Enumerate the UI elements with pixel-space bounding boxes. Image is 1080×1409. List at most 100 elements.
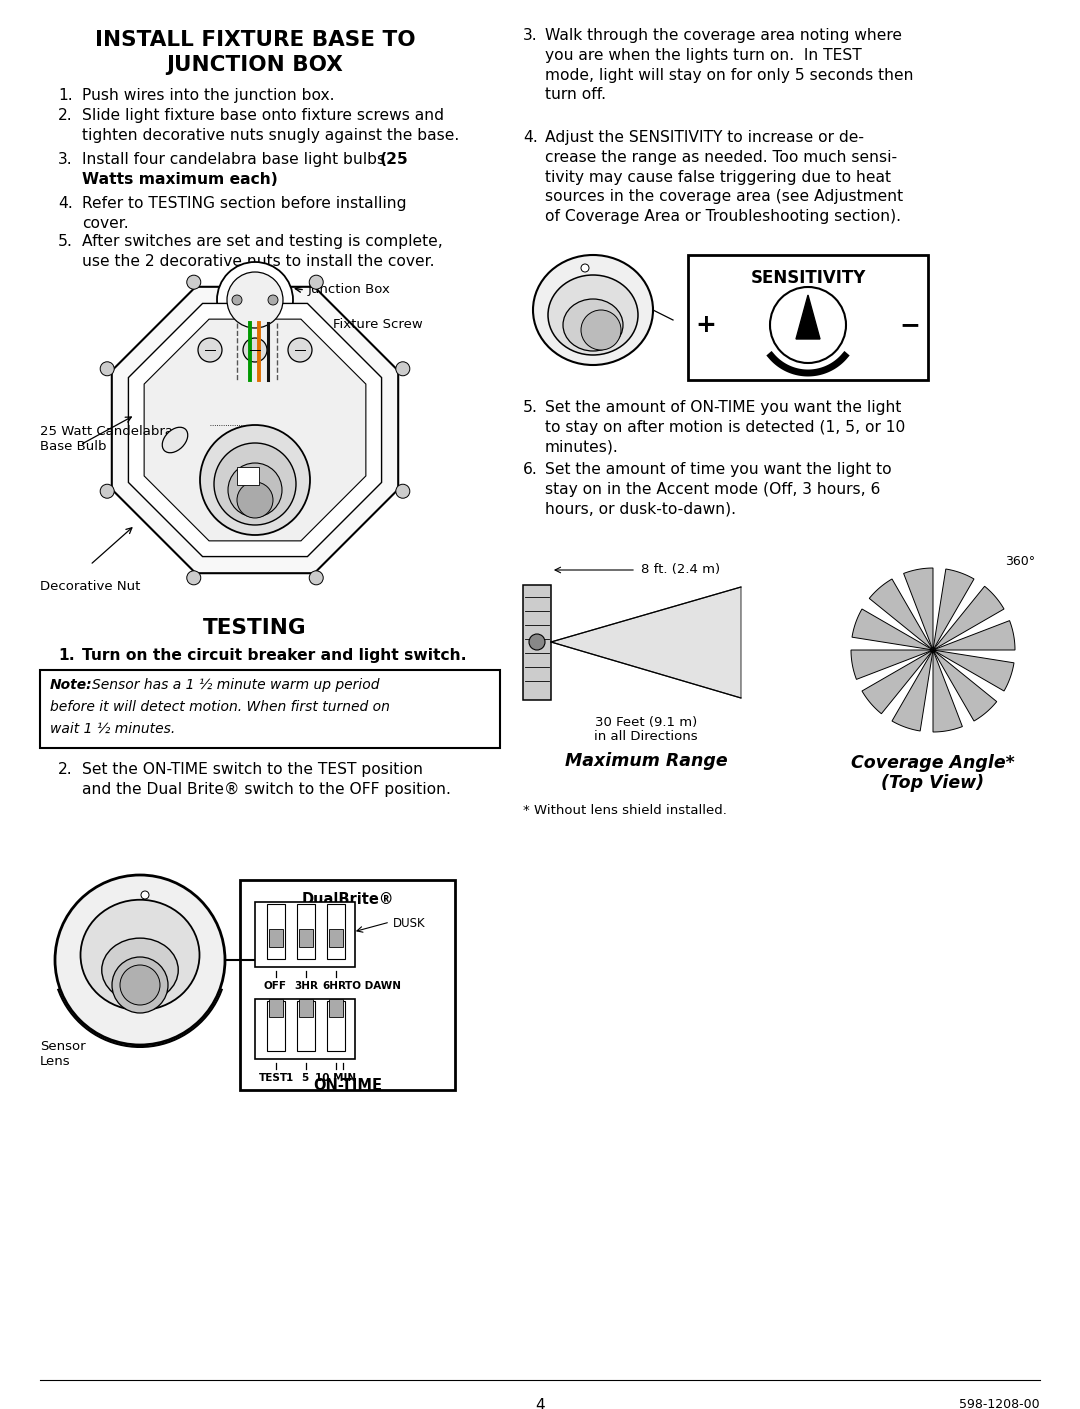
Text: in all Directions: in all Directions xyxy=(594,730,698,743)
Circle shape xyxy=(396,485,409,499)
Polygon shape xyxy=(144,318,366,541)
Bar xyxy=(688,255,928,380)
Bar xyxy=(237,466,259,485)
Text: 2.: 2. xyxy=(58,108,72,123)
Text: TO DAWN: TO DAWN xyxy=(345,981,401,991)
Text: INSTALL FIXTURE BASE TO: INSTALL FIXTURE BASE TO xyxy=(95,30,416,49)
Polygon shape xyxy=(904,568,933,650)
Polygon shape xyxy=(933,650,1014,690)
Circle shape xyxy=(100,362,114,376)
Text: +: + xyxy=(696,313,716,337)
Text: 3.: 3. xyxy=(523,28,538,44)
Text: Slide light fixture base onto fixture screws and
tighten decorative nuts snugly : Slide light fixture base onto fixture sc… xyxy=(82,108,459,142)
Polygon shape xyxy=(933,620,1015,650)
Text: −: − xyxy=(900,313,920,337)
Bar xyxy=(299,929,313,947)
Bar xyxy=(240,881,455,1091)
Text: 6HR: 6HR xyxy=(322,981,346,991)
Circle shape xyxy=(237,482,273,519)
Circle shape xyxy=(120,965,160,1005)
Text: 2.: 2. xyxy=(58,762,72,776)
Polygon shape xyxy=(933,569,974,650)
Text: Sensor has a 1 ½ minute warm up period: Sensor has a 1 ½ minute warm up period xyxy=(92,678,379,692)
Text: DualBrite®: DualBrite® xyxy=(301,892,394,907)
Circle shape xyxy=(217,262,293,338)
Text: Refer to TESTING section before installing
cover.: Refer to TESTING section before installi… xyxy=(82,196,406,231)
Circle shape xyxy=(529,634,545,650)
Polygon shape xyxy=(852,609,933,650)
Text: (Top View): (Top View) xyxy=(881,774,985,792)
Text: .: . xyxy=(239,172,244,187)
Polygon shape xyxy=(933,650,962,733)
Text: Push wires into the junction box.: Push wires into the junction box. xyxy=(82,87,335,103)
Bar xyxy=(329,999,343,1017)
Circle shape xyxy=(112,957,168,1013)
Polygon shape xyxy=(933,650,997,721)
Ellipse shape xyxy=(102,938,178,1002)
Text: * Without lens shield installed.: * Without lens shield installed. xyxy=(523,805,727,817)
Polygon shape xyxy=(862,650,933,714)
Circle shape xyxy=(243,338,267,362)
Text: (25: (25 xyxy=(380,152,408,168)
Bar xyxy=(255,902,355,967)
Circle shape xyxy=(141,890,149,899)
Circle shape xyxy=(187,275,201,289)
Text: 360°: 360° xyxy=(1005,555,1035,568)
Text: 3.: 3. xyxy=(58,152,72,168)
Bar xyxy=(255,999,355,1060)
Circle shape xyxy=(200,426,310,535)
Text: Sensor: Sensor xyxy=(40,1040,85,1053)
Text: 1: 1 xyxy=(286,1074,294,1084)
Text: Junction Box: Junction Box xyxy=(308,283,391,296)
Text: 598-1208-00: 598-1208-00 xyxy=(959,1398,1040,1409)
Text: 6.: 6. xyxy=(523,462,538,478)
Bar xyxy=(40,671,500,748)
Text: 1.: 1. xyxy=(58,87,72,103)
Text: 3HR: 3HR xyxy=(294,981,318,991)
Text: 5.: 5. xyxy=(58,234,72,249)
Text: DUSK: DUSK xyxy=(393,917,426,930)
Bar xyxy=(297,1000,315,1051)
Polygon shape xyxy=(869,579,933,650)
Circle shape xyxy=(100,485,114,499)
Circle shape xyxy=(309,571,323,585)
Text: 5.: 5. xyxy=(523,400,538,416)
Ellipse shape xyxy=(534,255,653,365)
Text: 4: 4 xyxy=(536,1398,544,1409)
Text: Fixture Screw: Fixture Screw xyxy=(333,317,422,331)
Circle shape xyxy=(227,272,283,328)
Bar xyxy=(327,1000,345,1051)
Text: ON-TIME: ON-TIME xyxy=(313,1078,382,1093)
Text: 5: 5 xyxy=(301,1074,308,1084)
Ellipse shape xyxy=(55,875,225,1045)
Text: wait 1 ½ minutes.: wait 1 ½ minutes. xyxy=(50,721,175,735)
Polygon shape xyxy=(112,287,399,573)
Text: 25 Watt Candelabra: 25 Watt Candelabra xyxy=(40,426,173,438)
Text: JUNCTION BOX: JUNCTION BOX xyxy=(166,55,343,75)
Text: Walk through the coverage area noting where
you are when the lights turn on.  In: Walk through the coverage area noting wh… xyxy=(545,28,914,103)
Text: Lens: Lens xyxy=(40,1055,70,1068)
Circle shape xyxy=(309,275,323,289)
Circle shape xyxy=(228,464,282,517)
Text: Watts maximum each): Watts maximum each) xyxy=(82,172,278,187)
Text: Maximum Range: Maximum Range xyxy=(565,752,727,769)
Circle shape xyxy=(268,294,278,304)
Text: 1.: 1. xyxy=(58,648,75,664)
Text: Adjust the SENSITIVITY to increase or de-
crease the range as needed. Too much s: Adjust the SENSITIVITY to increase or de… xyxy=(545,130,903,224)
Circle shape xyxy=(232,294,242,304)
Circle shape xyxy=(396,362,409,376)
Bar xyxy=(269,999,283,1017)
Bar xyxy=(299,999,313,1017)
Text: TESTING: TESTING xyxy=(203,619,307,638)
Polygon shape xyxy=(892,650,933,731)
Polygon shape xyxy=(551,588,741,697)
Text: TEST: TEST xyxy=(259,1074,288,1084)
Text: Coverage Angle*: Coverage Angle* xyxy=(851,754,1015,772)
Text: 4.: 4. xyxy=(523,130,538,145)
Bar xyxy=(267,905,285,960)
Bar xyxy=(329,929,343,947)
Circle shape xyxy=(770,287,846,364)
Polygon shape xyxy=(933,586,1004,650)
Ellipse shape xyxy=(162,427,188,452)
Circle shape xyxy=(214,442,296,526)
